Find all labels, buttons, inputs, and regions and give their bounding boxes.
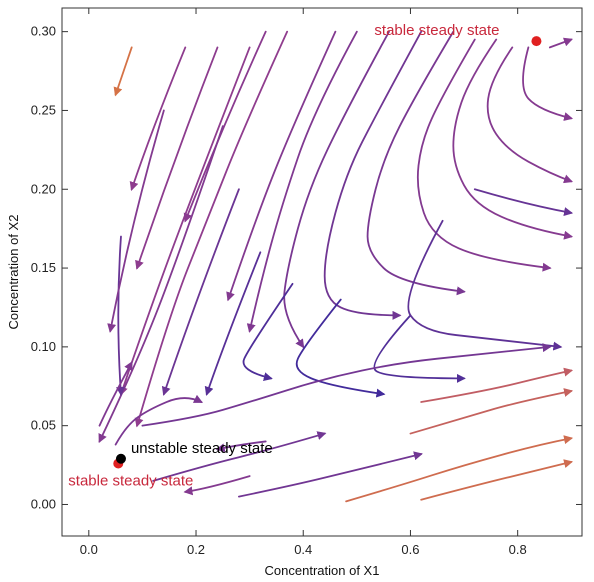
streamline — [129, 46, 187, 191]
plot-frame — [61, 7, 583, 537]
x-tick-label: 0.0 — [80, 542, 98, 557]
streamline — [283, 30, 390, 349]
unstable-steady-state-label: unstable steady state — [131, 440, 273, 457]
streamline — [115, 235, 125, 396]
streamline — [183, 475, 251, 496]
y-tick-label: 0.25 — [31, 102, 56, 117]
streamline — [416, 38, 552, 272]
unstable-steady-state-point — [115, 453, 126, 464]
streamline — [409, 388, 574, 435]
y-tick-label: 0.05 — [31, 418, 56, 433]
streamline — [114, 394, 203, 446]
streamline — [204, 251, 262, 396]
streamline — [420, 367, 574, 403]
streamline-group — [98, 30, 574, 503]
streamline — [152, 431, 327, 482]
streamline — [135, 46, 219, 270]
streamline — [407, 219, 563, 351]
streamline — [366, 30, 466, 296]
streamline — [323, 30, 423, 320]
streamline — [141, 343, 552, 427]
streamline — [107, 109, 165, 333]
axis-ticks: 0.0 0.2 0.4 0.6 0.8 0.00 0.05 0.10 0.15 0.20 0.25 0… — [31, 8, 582, 557]
streamline — [98, 361, 133, 427]
stable-steady-state-label: stable steady state — [374, 22, 499, 39]
streamline — [134, 30, 289, 428]
streamline — [473, 188, 574, 217]
streamline — [215, 440, 267, 453]
streamline — [548, 37, 573, 49]
y-tick-label: 0.00 — [31, 496, 56, 511]
streamline — [295, 298, 386, 398]
streamline — [522, 46, 574, 121]
y-axis-label: Concentration of X2 — [6, 215, 21, 330]
streamline — [238, 451, 423, 498]
x-tick-label: 0.6 — [401, 542, 419, 557]
streamline — [452, 38, 574, 240]
streamline — [226, 30, 337, 302]
streamline — [373, 314, 466, 383]
y-tick-label: 0.15 — [31, 260, 56, 275]
streamline — [345, 435, 574, 503]
streamline — [242, 282, 294, 382]
streamline — [161, 188, 240, 396]
y-tick-label: 0.10 — [31, 339, 56, 354]
steady-state-points: stable steady state stable steady state un… — [68, 22, 542, 489]
streamline — [119, 46, 251, 396]
streamline — [183, 30, 267, 223]
streamline — [246, 30, 358, 333]
streamline — [420, 459, 574, 501]
streamline — [113, 46, 133, 97]
x-tick-label: 0.8 — [509, 542, 527, 557]
stable-steady-state-point — [531, 36, 542, 47]
streamline — [486, 46, 573, 184]
y-tick-label: 0.20 — [31, 181, 56, 196]
x-axis-label: Concentration of X1 — [265, 563, 380, 578]
x-tick-label: 0.4 — [294, 542, 312, 557]
y-tick-label: 0.30 — [31, 24, 56, 39]
x-tick-label: 0.2 — [187, 542, 205, 557]
stable-steady-state-label: stable steady state — [68, 472, 193, 489]
